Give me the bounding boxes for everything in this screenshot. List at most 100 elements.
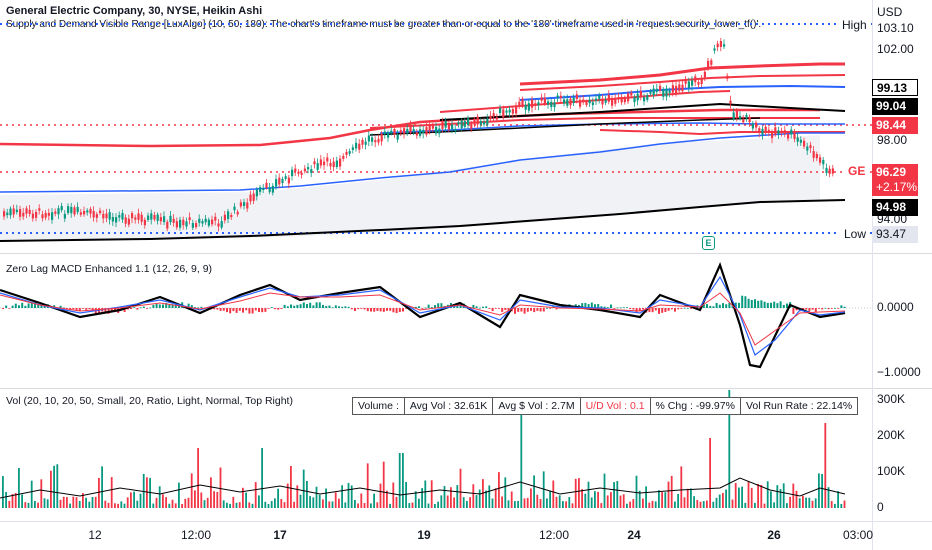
macd-hist-bar (520, 308, 523, 312)
volume-bar (638, 490, 641, 508)
candle-body (345, 151, 348, 155)
volume-bar (533, 475, 535, 508)
volume-bar (82, 493, 84, 508)
macd-hist-bar (136, 308, 139, 310)
macd-hist-bar (494, 308, 497, 309)
volume-bar (450, 487, 452, 508)
macd-hist-bar (818, 308, 820, 309)
candle-body (284, 176, 287, 179)
volume-bar (738, 487, 740, 508)
macd-hist-bar (498, 308, 500, 309)
volume-bar (210, 477, 212, 508)
candle-body (828, 168, 831, 174)
candle-body (764, 126, 767, 133)
stat-ud-vol: U/D Vol : 0.1 (581, 398, 651, 414)
macd-hist-bar (760, 300, 763, 308)
macd-hist-bar (219, 308, 222, 311)
candle-body (287, 177, 290, 184)
volume-bar (155, 497, 158, 508)
candle-body (79, 212, 82, 215)
indicator-warning: Supply and Demand Visible Range [LuxAlgo… (6, 19, 762, 30)
volume-bar (750, 487, 753, 508)
candle-body (627, 93, 630, 102)
volume-bar (718, 494, 721, 508)
macd-hist-bar (475, 306, 478, 308)
volume-bar (523, 498, 526, 508)
macd-hist-bar (430, 307, 433, 308)
macd-hist-bar (725, 304, 728, 308)
candle-body (63, 213, 66, 219)
candle-body (393, 129, 396, 135)
candle-body (595, 98, 598, 101)
earnings-icon[interactable]: E (702, 236, 715, 250)
candle-body (67, 206, 70, 213)
macd-hist-bar (418, 306, 420, 308)
volume-bar (251, 503, 254, 508)
candle-body (697, 81, 700, 85)
candle-body (591, 102, 594, 106)
volume-bar (766, 481, 769, 508)
macd-hist-bar (24, 305, 27, 308)
macd-hist-bar (514, 308, 516, 314)
pane-divider[interactable] (0, 388, 932, 389)
macd-hist-bar (590, 302, 593, 308)
candle-body (412, 129, 415, 132)
candle-body (252, 193, 255, 201)
volume-bar (126, 497, 129, 508)
volume-bar (286, 483, 289, 508)
candle-body (809, 145, 812, 149)
macd-hist-bar (270, 307, 273, 308)
volume-bar (414, 491, 417, 508)
volume-bar (405, 482, 407, 508)
volume-bar (370, 503, 372, 508)
volume-bar (530, 488, 532, 508)
candle-body (633, 96, 636, 103)
volume-bar (610, 492, 612, 508)
macd-hist-bar (386, 308, 388, 311)
red-band-line-6 (599, 129, 845, 136)
price-pane[interactable]: High Low GE E (0, 0, 872, 252)
black-line-3 (369, 117, 761, 136)
time-label: 26 (767, 528, 781, 542)
macd-hist-bar (232, 308, 235, 312)
volume-bar (280, 499, 283, 508)
candle-body (675, 85, 678, 94)
blue-line-2 (519, 84, 846, 101)
macd-hist-bar (610, 304, 612, 308)
time-axis[interactable] (0, 521, 932, 550)
volume-bar (398, 453, 401, 508)
macd-hist-bar (226, 308, 228, 313)
volume-bar (232, 496, 235, 508)
candle-body (582, 99, 585, 103)
candle-body (463, 121, 466, 127)
volume-bar (331, 501, 334, 508)
candle-body (367, 135, 370, 142)
candle-body (563, 99, 566, 104)
macd-hist-bar (827, 308, 830, 310)
candle-body (732, 112, 735, 119)
candle-body (806, 146, 809, 151)
macd-hist-bar (130, 308, 132, 310)
volume-bar (261, 448, 263, 508)
pane-divider[interactable] (0, 253, 932, 254)
macd-hist-bar (734, 302, 737, 308)
volume-pane[interactable]: Vol (20, 10, 20, 50, Small, 20, Ratio, L… (0, 390, 872, 520)
candle-body (575, 94, 578, 99)
volume-bar (539, 498, 542, 508)
price-axis[interactable] (872, 0, 932, 550)
volume-bar (757, 483, 759, 508)
candle-body (316, 163, 319, 170)
volume-bar (24, 502, 27, 508)
macd-tick: 0.0000 (877, 300, 914, 314)
volume-bar (654, 501, 657, 508)
volume-bar (741, 486, 743, 508)
macd-hist-bar (114, 308, 116, 311)
candle-body (127, 218, 130, 225)
candle-body (710, 60, 713, 65)
macd-pane[interactable]: Zero Lag MACD Enhanced 1.1 (12, 26, 9, 9… (0, 255, 872, 386)
volume-bar (267, 503, 270, 508)
macd-hist-bar (622, 307, 625, 309)
candle-body (630, 92, 633, 96)
candle-body (377, 138, 380, 143)
chart-title: General Electric Company, 30, NYSE, Heik… (6, 5, 263, 17)
